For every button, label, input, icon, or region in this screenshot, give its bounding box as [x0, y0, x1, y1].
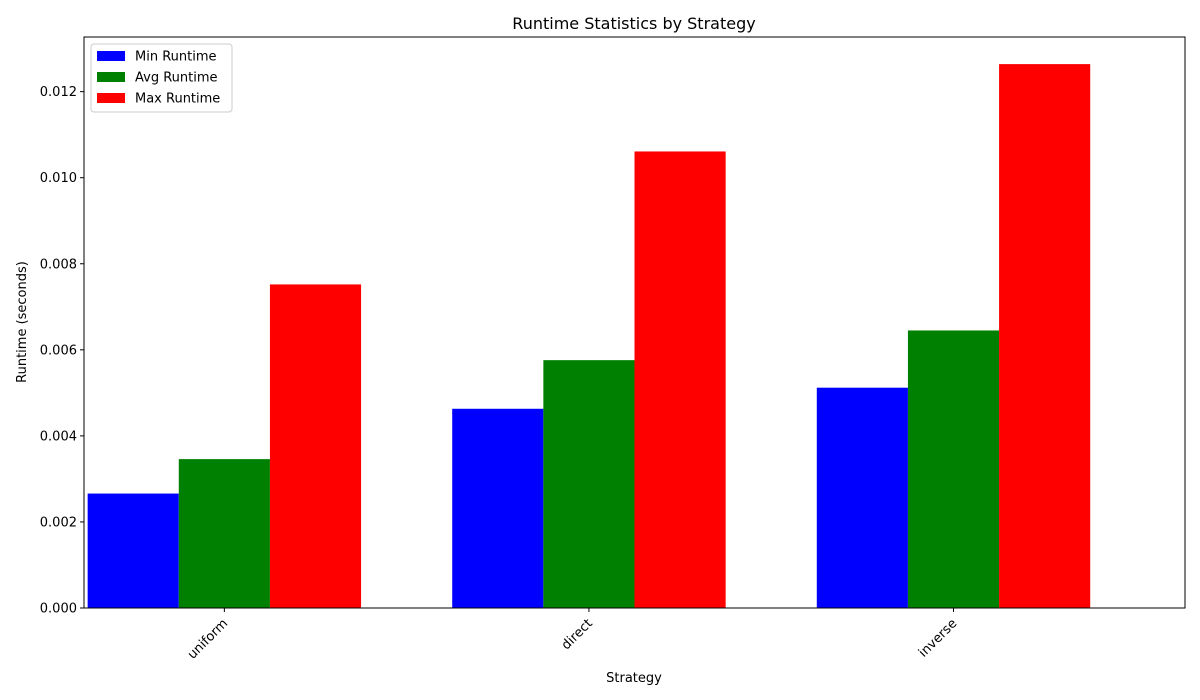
- y-axis-label: Runtime (seconds): [15, 261, 30, 383]
- y-tick-label: 0.010: [40, 171, 77, 186]
- bar-max-runtime-inverse: [999, 64, 1091, 608]
- bar-min-runtime-inverse: [816, 387, 908, 608]
- chart-title: Runtime Statistics by Strategy: [512, 14, 755, 33]
- legend-swatch: [97, 93, 125, 103]
- bar-max-runtime-direct: [634, 151, 726, 608]
- legend-label: Avg Runtime: [135, 71, 218, 86]
- y-tick-label: 0.002: [40, 515, 77, 530]
- bar-min-runtime-uniform: [87, 493, 179, 608]
- bar-avg-runtime-direct: [543, 360, 635, 608]
- bar-avg-runtime-uniform: [178, 459, 270, 608]
- x-axis-label: Strategy: [606, 671, 662, 686]
- bars-layer: [87, 64, 1091, 608]
- plot-frame: [83, 36, 1186, 609]
- bar-min-runtime-direct: [452, 408, 544, 608]
- y-tick-label: 0.000: [40, 602, 77, 617]
- y-tick-label: 0.004: [40, 429, 77, 444]
- bar-avg-runtime-inverse: [907, 330, 1000, 608]
- bar-max-runtime-uniform: [269, 284, 362, 608]
- legend-box: [90, 43, 233, 113]
- legend-label: Max Runtime: [135, 92, 220, 107]
- y-tick-label: 0.012: [40, 85, 77, 100]
- legend: Min Runtime Avg Runtime Max Runtime: [90, 43, 233, 113]
- y-tick-label: 0.006: [40, 343, 77, 358]
- y-axis: 0.000 0.002 0.004 0.006 0.008 0.010 0.012: [40, 85, 84, 617]
- y-tick-label: 0.008: [40, 257, 77, 272]
- legend-swatch: [97, 72, 125, 82]
- legend-label: Min Runtime: [135, 50, 217, 65]
- legend-swatch: [97, 51, 125, 61]
